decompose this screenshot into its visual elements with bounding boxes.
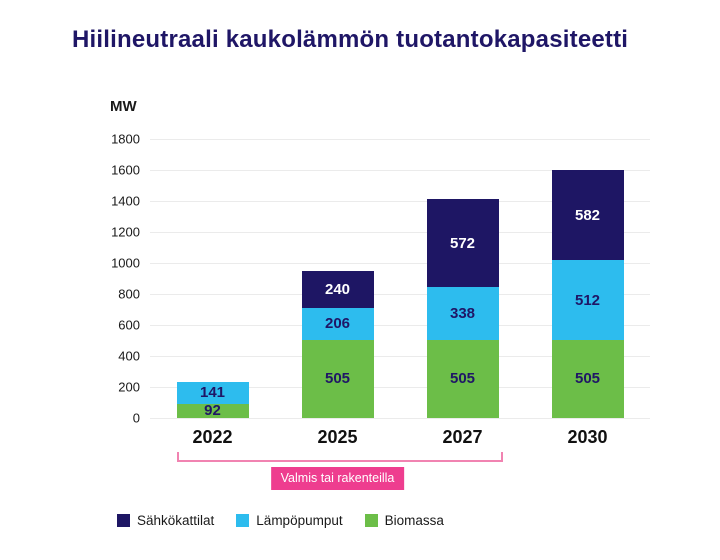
y-axis-tick-label: 0 (132, 410, 140, 426)
y-axis-tick-label: 1800 (111, 131, 140, 147)
gridline (150, 170, 650, 171)
gridline (150, 263, 650, 264)
legend-item-sähkökattilat: Sähkökattilat (117, 513, 214, 528)
legend-item-biomassa: Biomassa (364, 513, 444, 528)
x-axis: 2022 2025 2027 2030 (150, 427, 650, 448)
legend-label: Sähkökattilat (137, 513, 215, 528)
y-axis-unit-label: MW (110, 98, 137, 115)
gridline (150, 201, 650, 202)
bar-segment-sähkökattilat: 582 (551, 170, 624, 261)
bar-segment-sähkökattilat: 572 (426, 198, 499, 288)
gridline (150, 387, 650, 388)
legend-item-lämpöpumput: Lämpöpumput (236, 513, 343, 528)
stacked-bar: 505 512 582 (551, 170, 624, 418)
page-title: Hiilineutraali kaukolämmön tuotantokapas… (72, 26, 629, 53)
bar-group-2022: 92 141 (150, 139, 275, 419)
y-axis-tick-label: 400 (118, 348, 140, 364)
gridline (150, 418, 650, 419)
plot-area (150, 139, 650, 419)
legend-swatch (117, 514, 130, 527)
legend: Sähkökattilat Lämpöpumput Biomassa (117, 513, 444, 528)
stacked-bar: 92 141 (176, 381, 249, 419)
bar-segment-sähkökattilat: 240 (301, 270, 374, 308)
bar-segment-lämpöpumput: 512 (551, 260, 624, 340)
stacked-bar: 505 206 240 (301, 270, 374, 418)
bar-segment-lämpöpumput: 338 (426, 287, 499, 340)
y-axis-tick-label: 1600 (111, 162, 140, 178)
bar-segment-biomassa: 505 (426, 339, 499, 418)
annotation-bracket (176, 452, 503, 462)
gridline (150, 294, 650, 295)
bar-segment-biomassa: 505 (301, 339, 374, 418)
y-axis-tick-label: 1400 (111, 193, 140, 209)
bar-group-2025: 505 206 240 (275, 139, 400, 418)
bar-segment-biomassa: 505 (551, 339, 624, 418)
bar-segment-lämpöpumput: 206 (301, 307, 374, 340)
x-axis-label: 2022 (192, 427, 233, 447)
x-axis-label: 2025 (317, 427, 358, 447)
bar-segment-lämpöpumput: 141 (176, 381, 249, 404)
bar-segment-biomassa: 92 (176, 403, 249, 419)
gridline (150, 139, 650, 140)
legend-label: Biomassa (384, 513, 444, 528)
gridline (150, 356, 650, 357)
legend-label: Lämpöpumput (256, 513, 343, 528)
gridline (150, 232, 650, 233)
bar-group-2027: 505 338 572 (400, 139, 525, 418)
bar-group-2030: 505 512 582 (525, 139, 650, 418)
gridline (150, 325, 650, 326)
annotation-badge: Valmis tai rakenteilla (270, 467, 405, 490)
stacked-bar: 505 338 572 (426, 198, 499, 418)
bar-series: 92 141 505 206 240 505 338 572 505 512 582 (150, 139, 650, 419)
y-axis-tick-label: 1000 (111, 255, 140, 271)
y-axis-tick-label: 200 (118, 379, 140, 395)
y-axis-tick-label: 800 (118, 286, 140, 302)
legend-swatch (236, 514, 250, 527)
y-axis-tick-label: 600 (118, 317, 140, 333)
y-axis-tick-label: 1200 (111, 224, 140, 240)
x-axis-label: 2027 (442, 427, 483, 447)
x-axis-label: 2030 (567, 427, 608, 447)
legend-swatch (364, 514, 378, 527)
